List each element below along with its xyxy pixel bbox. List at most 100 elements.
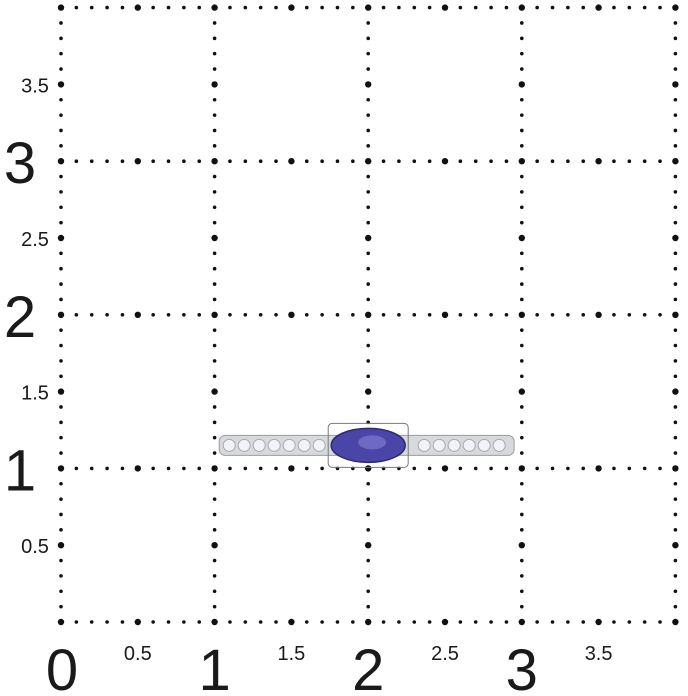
grid-dot bbox=[57, 81, 65, 88]
grid-dot bbox=[211, 4, 218, 11]
grid-dot bbox=[520, 374, 524, 379]
grid-dot bbox=[212, 481, 217, 486]
grid-dot bbox=[365, 542, 372, 549]
grid-dot bbox=[59, 512, 63, 517]
grid-dot bbox=[151, 313, 155, 317]
grid-dot bbox=[518, 311, 525, 318]
grid-dot bbox=[74, 159, 79, 163]
grid-dot bbox=[134, 158, 141, 165]
grid-dot bbox=[458, 159, 463, 163]
grid-dot bbox=[673, 343, 678, 348]
grid-dot bbox=[673, 174, 678, 179]
grid-dot bbox=[151, 466, 155, 471]
grid-dot bbox=[520, 359, 524, 363]
grid-dot bbox=[366, 113, 371, 117]
x-label-1: 1 bbox=[198, 638, 230, 696]
grid-dot bbox=[595, 618, 602, 626]
grid-dot bbox=[212, 343, 217, 348]
grid-dot bbox=[427, 620, 432, 624]
grid-dot bbox=[212, 374, 217, 379]
grid-dot bbox=[520, 251, 524, 256]
grid-dot bbox=[520, 144, 524, 148]
grid-dot bbox=[120, 313, 125, 317]
diamond bbox=[282, 438, 296, 452]
grid-dot bbox=[366, 251, 371, 256]
grid-dot bbox=[288, 465, 295, 472]
x-label-0-5: 0.5 bbox=[124, 643, 152, 665]
grid-dot bbox=[441, 158, 449, 165]
grid-dot bbox=[197, 159, 202, 163]
diamond bbox=[252, 438, 266, 452]
grid-dot bbox=[595, 465, 602, 472]
grid-dot bbox=[366, 21, 371, 25]
grid-dot bbox=[520, 297, 524, 302]
grid-dot bbox=[366, 205, 371, 210]
grid-dot bbox=[397, 620, 401, 624]
diamond-pave bbox=[222, 438, 506, 452]
grid-dot bbox=[211, 542, 218, 549]
grid-dot bbox=[366, 36, 371, 41]
grid-dot bbox=[427, 313, 432, 317]
grid-dot bbox=[320, 159, 324, 163]
grid-dot bbox=[672, 465, 679, 472]
grid-dot bbox=[520, 512, 524, 517]
grid-dot bbox=[458, 5, 463, 10]
grid-dot bbox=[672, 158, 679, 165]
grid-dot bbox=[166, 159, 171, 163]
grid-dot bbox=[520, 36, 524, 41]
grid-dot bbox=[151, 5, 155, 10]
grid-dot bbox=[243, 620, 248, 624]
grid-dot bbox=[365, 158, 372, 165]
grid-dot bbox=[59, 113, 63, 117]
grid-dot bbox=[212, 97, 217, 102]
grid-dot bbox=[672, 81, 679, 88]
grid-dot bbox=[520, 589, 524, 594]
grid-dot bbox=[473, 620, 478, 624]
grid-dot bbox=[518, 234, 525, 242]
grid-dot bbox=[520, 328, 524, 332]
grid-dot bbox=[441, 311, 449, 318]
grid-dot bbox=[166, 5, 171, 10]
y-label-0-5: 0.5 bbox=[21, 536, 49, 558]
grid-dot bbox=[59, 21, 63, 25]
grid-dot bbox=[520, 528, 524, 532]
grid-dot bbox=[212, 528, 217, 532]
grid-dot bbox=[59, 97, 63, 102]
grid-dot bbox=[673, 497, 678, 501]
grid-dot bbox=[473, 313, 478, 317]
grid-dot bbox=[120, 620, 125, 624]
diamond bbox=[447, 438, 461, 452]
grid-dot bbox=[673, 328, 678, 332]
grid-dot bbox=[212, 604, 217, 609]
grid-dot bbox=[304, 620, 309, 624]
grid-dot bbox=[672, 618, 679, 626]
grid-dot bbox=[627, 466, 632, 471]
y-label-2-5: 2.5 bbox=[21, 229, 49, 251]
grid-dot bbox=[520, 190, 524, 194]
grid-dot bbox=[335, 159, 340, 163]
grid-dot bbox=[258, 313, 263, 317]
grid-dot bbox=[59, 481, 63, 486]
grid-dot bbox=[366, 528, 371, 532]
grid-dot bbox=[441, 618, 449, 626]
grid-dot bbox=[212, 328, 217, 332]
grid-dot bbox=[366, 405, 371, 409]
grid-dot bbox=[366, 574, 371, 578]
grid-dot bbox=[535, 466, 539, 471]
grid-dot bbox=[566, 5, 570, 10]
grid-dot bbox=[212, 405, 217, 409]
grid-dot bbox=[228, 313, 232, 317]
grid-dot bbox=[673, 405, 678, 409]
grid-dot bbox=[59, 405, 63, 409]
grid-dot bbox=[212, 297, 217, 302]
grid-dot bbox=[274, 5, 278, 10]
grid-dot bbox=[489, 313, 493, 317]
grid-dot bbox=[658, 5, 662, 10]
grid-dot bbox=[642, 5, 647, 10]
grid-dot bbox=[288, 158, 295, 165]
grid-dot bbox=[59, 251, 63, 256]
grid-dot bbox=[134, 618, 141, 626]
grid-dot bbox=[673, 21, 678, 25]
grid-dot bbox=[504, 313, 509, 317]
